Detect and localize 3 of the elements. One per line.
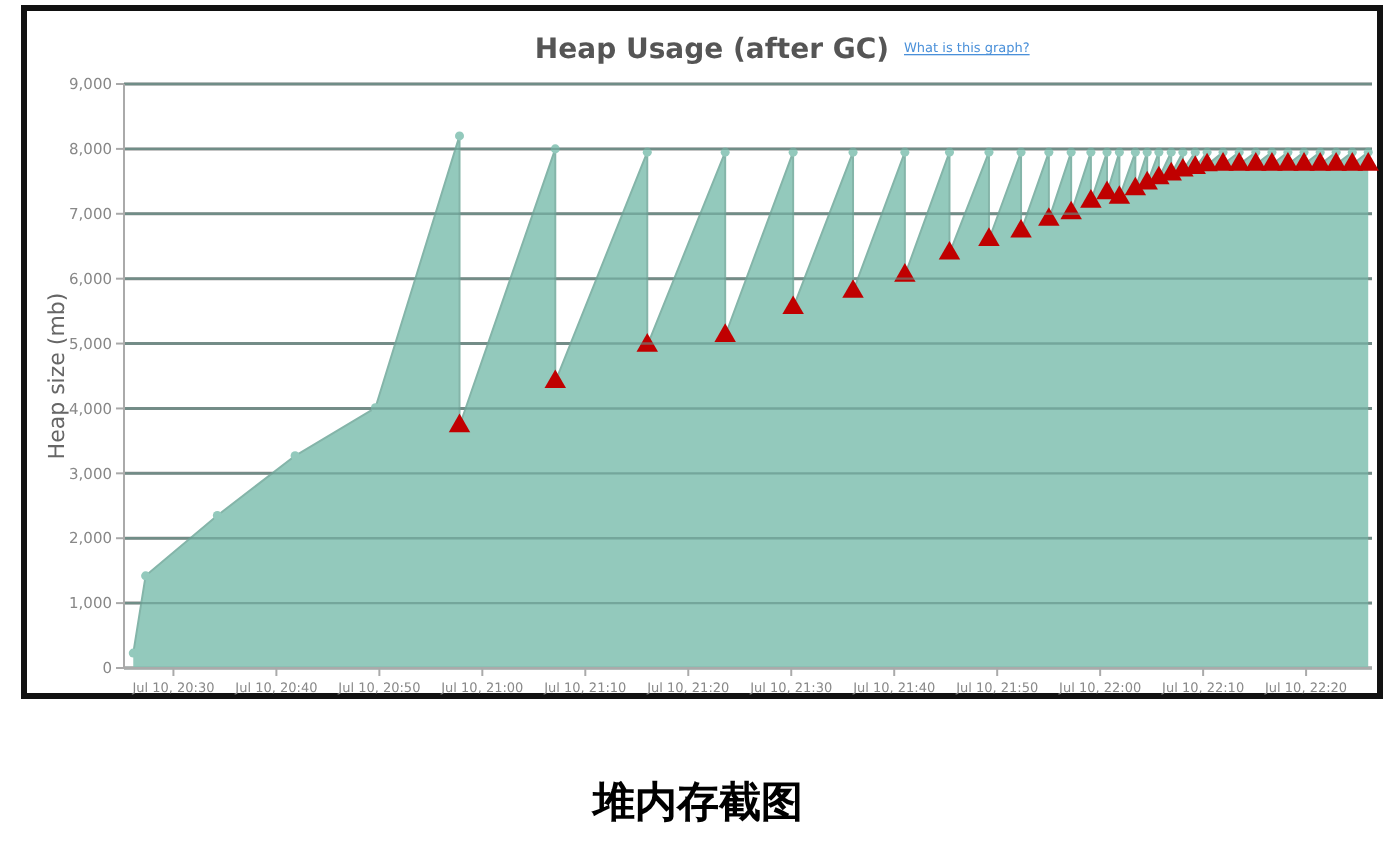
y-axis-title: Heap size (mb) <box>44 292 70 460</box>
text: 堆内存截图 <box>591 778 803 826</box>
chart-title: Heap Usage (after GC) <box>534 34 890 66</box>
